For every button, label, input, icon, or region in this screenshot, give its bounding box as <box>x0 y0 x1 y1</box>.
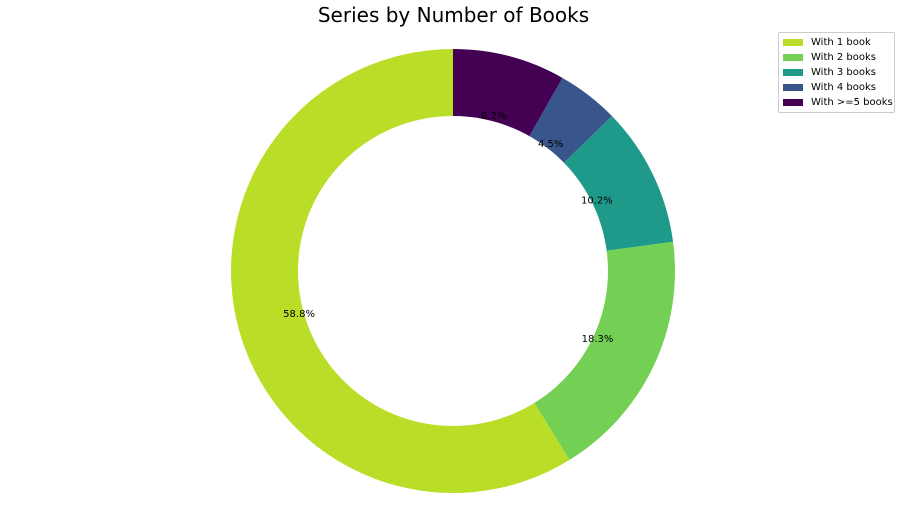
legend-label: With >=5 books <box>811 97 893 108</box>
legend-item: With 1 book <box>779 35 894 50</box>
slice-percent-label: 58.8% <box>283 309 315 320</box>
legend-item: With 3 books <box>779 65 894 80</box>
legend-item: With >=5 books <box>779 95 894 110</box>
legend-swatch <box>783 54 803 61</box>
slice-percent-label: 4.5% <box>538 139 563 150</box>
legend-label: With 2 books <box>811 52 877 63</box>
legend-swatch <box>783 84 803 91</box>
legend-item: With 2 books <box>779 50 894 65</box>
legend-swatch <box>783 99 803 106</box>
legend-swatch <box>783 69 803 76</box>
chart-title: Series by Number of Books <box>317 3 590 27</box>
slice-percent-label: 10.2% <box>581 196 613 207</box>
donut-hole <box>298 116 608 426</box>
legend-label: With 1 book <box>811 37 871 48</box>
legend-item: With 4 books <box>779 80 894 95</box>
legend: With 1 book With 2 books With 3 books With … <box>778 32 895 113</box>
labels-group: 58.8% 18.3% 10.2% 4.5% 8.2% <box>283 111 613 345</box>
slice-percent-label: 8.2% <box>481 111 506 122</box>
slice-percent-label: 18.3% <box>582 334 614 345</box>
legend-swatch <box>783 39 803 46</box>
legend-label: With 3 books <box>811 67 877 78</box>
legend-label: With 4 books <box>811 82 877 93</box>
